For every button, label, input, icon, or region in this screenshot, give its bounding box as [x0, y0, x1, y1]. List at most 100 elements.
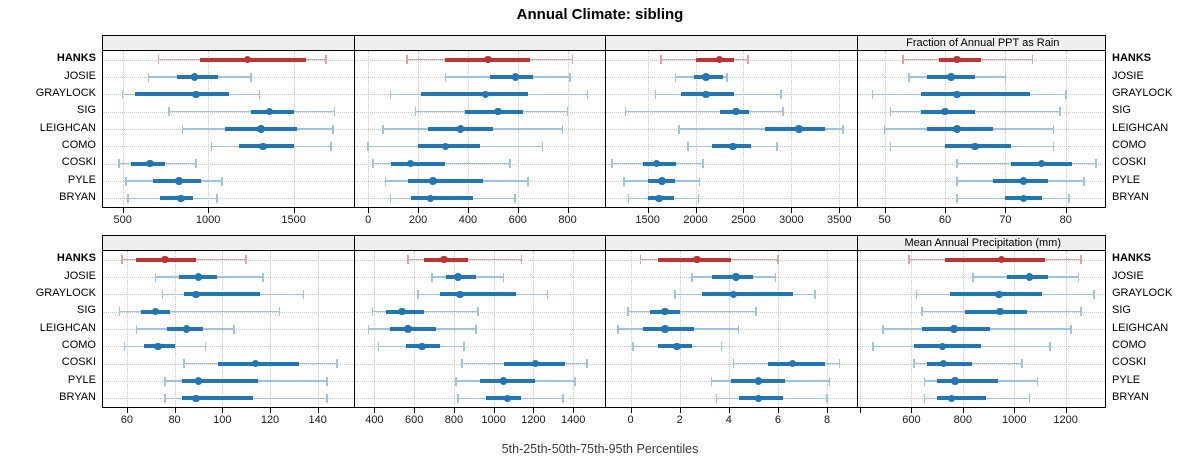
axis-tick-label: 600 — [508, 214, 527, 226]
whisker-iqr-bar — [181, 396, 254, 401]
gridline-vertical — [270, 251, 271, 407]
median-dot — [661, 325, 669, 333]
site-label-left: PYLE — [67, 173, 96, 186]
site-label-right: COMO — [1112, 138, 1147, 151]
whisker-range-line — [679, 128, 844, 130]
whisker-cap-low — [183, 359, 185, 369]
axis-tick — [911, 408, 913, 413]
site-label-left: PYLE — [67, 373, 96, 386]
whisker-cap-high — [509, 159, 512, 169]
site-label-right: SIG — [1112, 304, 1131, 317]
whisker-cap-low — [908, 72, 910, 82]
axis-tick — [962, 408, 964, 413]
median-dot — [406, 159, 415, 168]
whisker-cap-low — [407, 255, 409, 265]
median-dot — [418, 342, 426, 351]
axis-tick-label: 1000 — [195, 214, 221, 226]
axis-tick-label: 2500 — [731, 214, 756, 226]
whisker-cap-low — [367, 324, 370, 334]
median-dot — [243, 55, 252, 64]
axis-tick — [493, 408, 495, 413]
axis-tick-label: 100 — [213, 414, 232, 426]
whisker-cap-high — [755, 307, 757, 317]
panel-title: Fraction of Annual PPT as Rain — [906, 37, 1060, 49]
whisker-cap-high — [1080, 307, 1082, 317]
percentiles-caption: 5th-25th-50th-75th-95th Percentiles — [501, 442, 699, 456]
whisker-cap-low — [687, 141, 689, 151]
whisker-cap-high — [1077, 272, 1080, 282]
whisker-cap-low — [457, 393, 459, 403]
whisker-iqr-bar — [937, 379, 998, 383]
site-label-left: LEIGHCAN — [39, 121, 96, 134]
whisker-iqr-bar — [944, 257, 1046, 262]
whisker-cap-low — [367, 141, 369, 151]
axis-tick-label: 1000 — [1001, 414, 1027, 426]
axis-tick-label: 8 — [823, 414, 831, 426]
whisker-cap-high — [780, 89, 782, 99]
whisker-cap-high — [476, 307, 479, 317]
whisker-cap-low — [121, 89, 124, 99]
whisker-cap-high — [1069, 324, 1072, 334]
whisker-range-line — [890, 110, 1060, 113]
whisker-cap-low — [920, 307, 923, 317]
whisker-cap-low — [126, 193, 129, 203]
whisker-iqr-bar — [410, 196, 473, 201]
axis-tick — [839, 208, 841, 213]
whisker-cap-low — [135, 324, 138, 334]
axis-tick — [467, 208, 469, 213]
row-guide-line — [103, 146, 1105, 148]
whisker-cap-high — [697, 193, 700, 203]
site-label-right: HANKS — [1112, 52, 1152, 65]
whisker-cap-low — [882, 324, 884, 334]
panel-title: Mean Annual Precipitation (mm) — [904, 237, 1061, 249]
axis-tick-label: 80 — [168, 414, 181, 426]
whisker-cap-high — [1093, 289, 1095, 299]
whisker-cap-low — [908, 255, 910, 265]
median-dot — [950, 325, 958, 333]
whisker-cap-low — [384, 176, 387, 186]
whisker-cap-low — [872, 341, 874, 351]
whisker-cap-high — [1067, 193, 1070, 203]
axis-tick-label: 1200 — [1053, 414, 1078, 426]
whisker-cap-low — [889, 107, 892, 117]
whisker-iqr-bar — [914, 344, 981, 349]
median-dot — [729, 290, 738, 299]
panel-separator — [605, 236, 606, 407]
median-dot — [655, 194, 663, 203]
panel-separator — [856, 236, 858, 407]
axis-tick — [884, 208, 886, 213]
site-label-right: SIG — [1112, 104, 1131, 117]
site-label-left: JOSIE — [64, 269, 96, 282]
median-dot — [652, 159, 661, 168]
whisker-cap-high — [332, 124, 334, 134]
whisker-cap-high — [502, 272, 505, 282]
median-dot — [953, 55, 961, 64]
whisker-iqr-bar — [418, 144, 481, 149]
axis-tick — [368, 208, 370, 213]
median-dot — [1019, 177, 1028, 185]
whisker-cap-high — [204, 341, 207, 351]
axis-tick — [567, 208, 569, 213]
median-dot — [192, 290, 200, 299]
whisker-cap-high — [278, 307, 281, 317]
median-dot — [456, 125, 465, 133]
median-dot — [484, 55, 492, 64]
row-guide-line — [103, 129, 1105, 130]
axis-tick — [573, 408, 575, 413]
whisker-cap-high — [463, 341, 465, 351]
median-dot — [1019, 194, 1028, 203]
whisker-cap-high — [1052, 141, 1055, 151]
median-dot — [511, 73, 520, 81]
whisker-cap-low — [627, 193, 630, 203]
whisker-cap-high — [586, 359, 588, 369]
median-dot — [702, 90, 710, 99]
site-label-right: COSKI — [1112, 156, 1147, 169]
whisker-cap-low — [123, 341, 126, 351]
whisker-iqr-bar — [390, 161, 446, 166]
whisker-iqr-bar — [408, 179, 483, 183]
whisker-cap-low — [431, 272, 433, 282]
axis-tick-label: 2 — [676, 414, 683, 426]
site-label-right: PYLE — [1112, 173, 1141, 186]
whisker-cap-high — [258, 89, 261, 99]
whisker-cap-low — [972, 272, 974, 282]
